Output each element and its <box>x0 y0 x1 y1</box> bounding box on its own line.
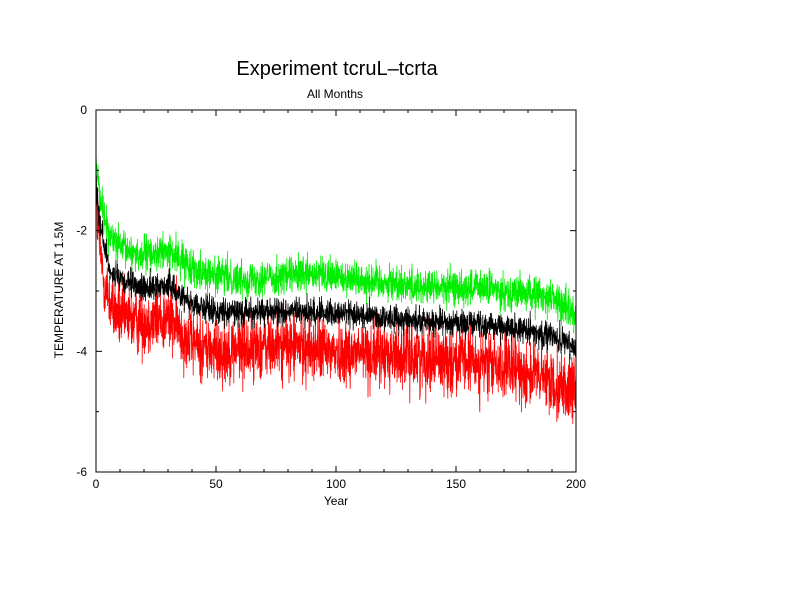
x-axis-label: Year <box>324 494 348 508</box>
series-line <box>96 157 576 334</box>
y-tick-labels: 0 -2 -4 -6 <box>76 103 87 479</box>
y-tick-label: 0 <box>80 103 87 117</box>
y-axis-label: TEMPERATURE AT 1.5M <box>52 222 66 359</box>
y-tick-label: -2 <box>76 224 87 238</box>
x-tick-label: 50 <box>209 477 223 491</box>
chart-title: Experiment tcruL–tcrta <box>236 58 438 80</box>
plot-frame <box>95 109 577 473</box>
x-tick-label: 100 <box>326 477 346 491</box>
series-layer <box>96 157 576 425</box>
x-tick-label: 0 <box>93 477 100 491</box>
y-tick-label: -6 <box>76 465 87 479</box>
series-line <box>96 169 576 360</box>
x-tick-labels: 0 50 100 150 200 <box>93 477 587 491</box>
y-tick-label: -4 <box>76 344 87 358</box>
chart-subtitle: All Months <box>307 87 363 101</box>
x-tick-label: 200 <box>566 477 586 491</box>
x-tick-label: 150 <box>446 477 466 491</box>
